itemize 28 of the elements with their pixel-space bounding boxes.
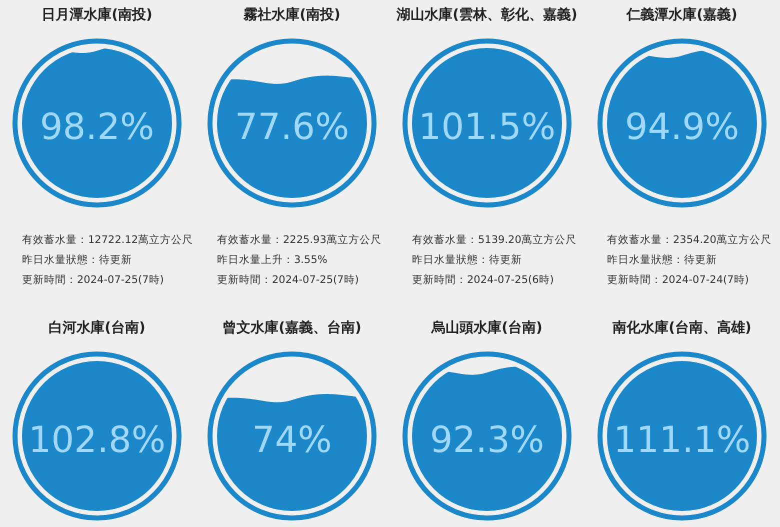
text: 霧社水庫(南投) bbox=[242, 6, 340, 23]
text: 烏山頭水庫(台南) bbox=[430, 319, 542, 336]
text: 昨日水量狀態：待更新 bbox=[22, 253, 132, 266]
text: 昨日水量上升：3.55% bbox=[217, 253, 328, 266]
text: 更新時間：2024-07-25(7時) bbox=[22, 273, 164, 286]
text: 日月潭水庫(南投) bbox=[42, 6, 152, 23]
data-label: 92.3% bbox=[430, 420, 544, 461]
text: 仁義潭水庫(嘉義) bbox=[626, 6, 738, 23]
text: 昨日水量狀態：待更新 bbox=[607, 253, 717, 266]
text: 更新時間：2024-07-24(7時) bbox=[607, 273, 749, 286]
text: 南化水庫(台南、高雄) bbox=[612, 319, 752, 336]
text: 更新時間：2024-07-25(6時) bbox=[412, 273, 554, 286]
text: 更新時間：2024-07-25(7時) bbox=[217, 273, 359, 286]
text: 有效蓄水量：12722.12萬立方公尺 bbox=[22, 233, 194, 246]
text: 曾文水庫(嘉義、台南) bbox=[222, 319, 362, 336]
data-label: 98.2% bbox=[40, 107, 154, 148]
text: 昨日水量狀態：待更新 bbox=[412, 253, 522, 266]
text: 有效蓄水量：5139.20萬立方公尺 bbox=[412, 233, 576, 246]
data-label: 77.6% bbox=[234, 107, 350, 148]
text: 湖山水庫(雲林、彰化、嘉義) bbox=[396, 6, 578, 23]
data-label: 94.9% bbox=[624, 107, 740, 148]
data-label: 74% bbox=[252, 420, 332, 461]
text: 有效蓄水量：2225.93萬立方公尺 bbox=[217, 233, 382, 246]
data-label: 102.8% bbox=[28, 420, 166, 461]
text: 白河水庫(台南) bbox=[48, 319, 146, 336]
data-label: 101.5% bbox=[418, 107, 556, 148]
data-label: 111.1% bbox=[613, 420, 751, 461]
text: 有效蓄水量：2354.20萬立方公尺 bbox=[607, 233, 772, 246]
